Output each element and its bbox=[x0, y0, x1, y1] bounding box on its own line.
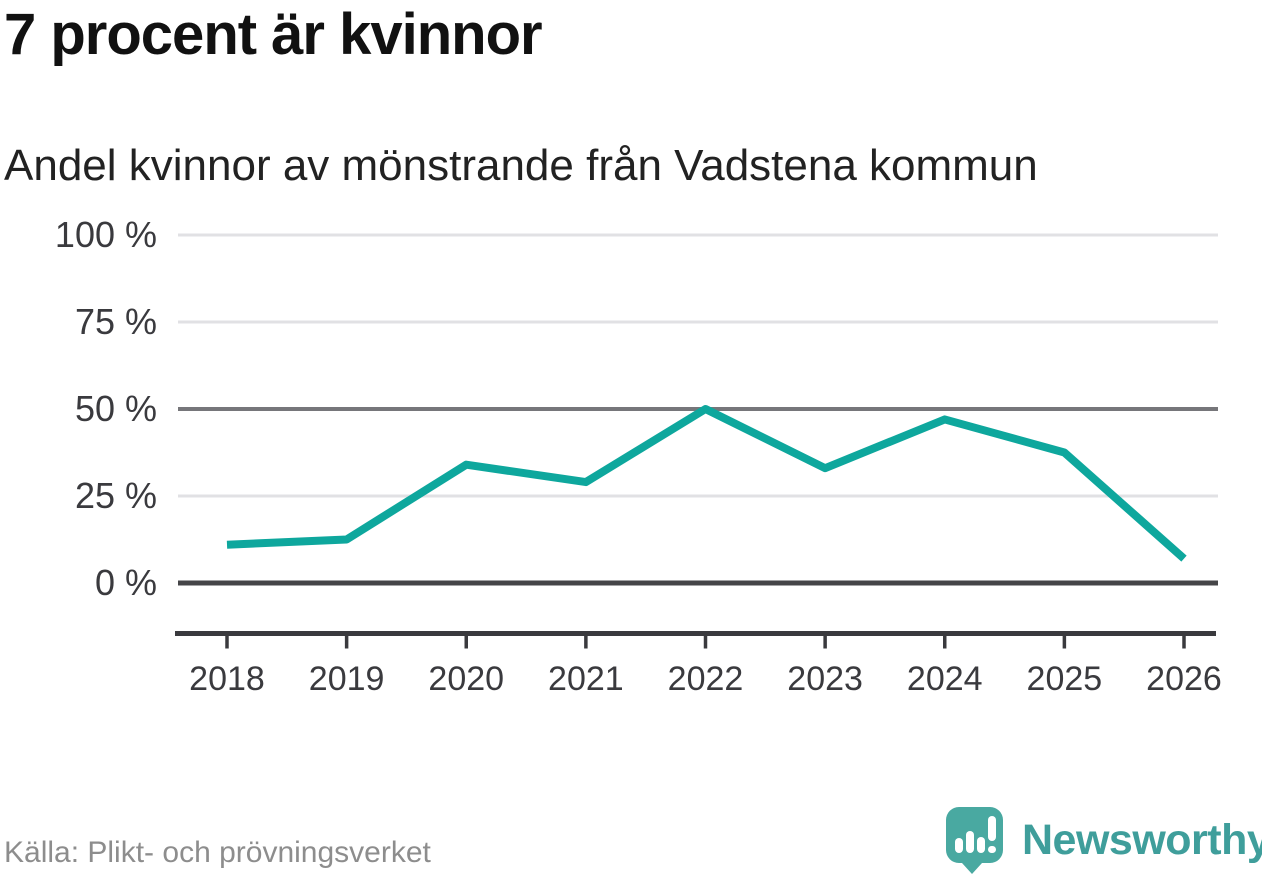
bar-2 bbox=[966, 831, 974, 853]
x-tick-label-2022: 2022 bbox=[668, 660, 744, 698]
x-tick-label-2020: 2020 bbox=[428, 660, 504, 698]
y-tick-label-50: 50 % bbox=[75, 388, 157, 429]
x-tick-label-2019: 2019 bbox=[309, 660, 385, 698]
chart-title: 7 procent är kvinnor bbox=[4, 2, 543, 67]
line-chart: 100 % 75 % 50 % 25 % 0 % 2018 2019 2020 2021 2022… bbox=[55, 214, 1222, 698]
source-caption: Källa: Plikt- och prövningsverket bbox=[4, 836, 431, 869]
x-tick-label-2024: 2024 bbox=[907, 660, 983, 698]
bar-1 bbox=[955, 838, 963, 853]
y-tick-label-75: 75 % bbox=[75, 301, 157, 342]
newsworthy-logo: Newsworthy bbox=[945, 806, 1262, 874]
bar-chart-speech-bubble-icon bbox=[946, 807, 1003, 874]
x-tick-label-2026: 2026 bbox=[1146, 660, 1222, 698]
x-tick-label-2018: 2018 bbox=[189, 660, 265, 698]
bar-3 bbox=[977, 837, 985, 853]
chart-subtitle: Andel kvinnor av mönstrande från Vadsten… bbox=[4, 141, 1038, 190]
x-tick-label-2025: 2025 bbox=[1027, 660, 1103, 698]
newsworthy-wordmark: Newsworthy bbox=[1022, 815, 1262, 864]
y-tick-label-100: 100 % bbox=[55, 214, 157, 255]
exclamation-stem bbox=[988, 816, 996, 841]
data-line-Andel kvinnor av mönstrande bbox=[226, 405, 1187, 562]
x-tick-label-2023: 2023 bbox=[787, 660, 863, 698]
x-tick-label-2021: 2021 bbox=[548, 660, 624, 698]
y-tick-label-25: 25 % bbox=[75, 475, 157, 516]
exclamation-dot bbox=[988, 846, 996, 853]
y-tick-label-0: 0 % bbox=[95, 562, 157, 603]
